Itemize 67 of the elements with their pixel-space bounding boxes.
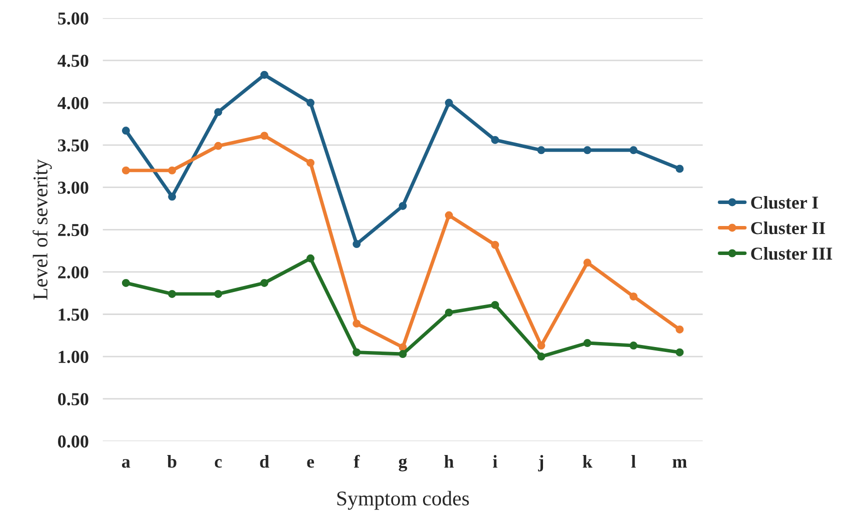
x-tick-label: k [582, 455, 592, 468]
x-tick-label: d [260, 455, 270, 468]
point [398, 202, 407, 210]
point [168, 166, 176, 174]
point [398, 350, 407, 358]
point [444, 98, 453, 107]
point [122, 126, 130, 135]
point [306, 158, 314, 167]
point [352, 240, 361, 248]
point [122, 166, 130, 174]
point [214, 108, 222, 116]
point [491, 240, 500, 249]
x-tick-label: e [307, 459, 314, 468]
point [537, 146, 546, 154]
point [260, 132, 268, 140]
point [676, 325, 684, 334]
point [491, 136, 500, 144]
y-tick-label: 2.00 [58, 266, 88, 278]
point [676, 164, 684, 173]
y-tick-label: 1.50 [58, 308, 88, 321]
y-axis-title: Level of severity [32, 159, 52, 300]
x-tick-label: l [631, 455, 636, 468]
x-tick-label: h [444, 455, 454, 468]
x-tick-label: a [122, 459, 130, 468]
legend-label: Cluster III [751, 247, 832, 260]
point [260, 278, 268, 287]
point [168, 192, 176, 201]
point [583, 146, 592, 154]
point [630, 342, 638, 350]
x-tick-label: f [354, 454, 360, 468]
point [306, 98, 314, 107]
point [444, 308, 453, 317]
x-tick-label: i [492, 455, 498, 468]
point [306, 254, 314, 262]
x-tick-label: c [214, 459, 222, 468]
point [444, 211, 453, 220]
y-tick-label: 3.00 [58, 182, 88, 194]
point [676, 348, 684, 356]
point [583, 258, 592, 267]
y-tick-label: 4.50 [58, 54, 88, 67]
x-tick-label: b [167, 455, 176, 468]
y-tick-label: 3.50 [58, 139, 88, 152]
x-tick-label: m [672, 459, 687, 468]
point [122, 278, 130, 287]
point [214, 290, 222, 298]
x-tick-label: g [398, 458, 408, 472]
y-tick-label: 2.50 [58, 224, 88, 236]
point [491, 300, 500, 309]
y-tick-label: 1.00 [58, 350, 88, 364]
point [168, 290, 176, 298]
x-tick-label: j [538, 455, 544, 472]
point [630, 292, 638, 300]
x-axis-title: Symptom codes [337, 490, 469, 510]
y-tick-label: 0.00 [58, 435, 88, 448]
point [260, 70, 268, 79]
point [630, 146, 638, 154]
legend-label: Cluster I [751, 196, 818, 209]
legend-label: Cluster II [751, 222, 826, 234]
point [583, 339, 592, 348]
y-tick-label: 5.00 [58, 12, 88, 25]
point [352, 348, 361, 356]
point [352, 320, 361, 328]
y-tick-label: 0.50 [58, 393, 88, 406]
point [537, 342, 546, 350]
point [214, 142, 222, 150]
point [537, 352, 546, 361]
y-tick-label: 4.00 [58, 97, 88, 110]
